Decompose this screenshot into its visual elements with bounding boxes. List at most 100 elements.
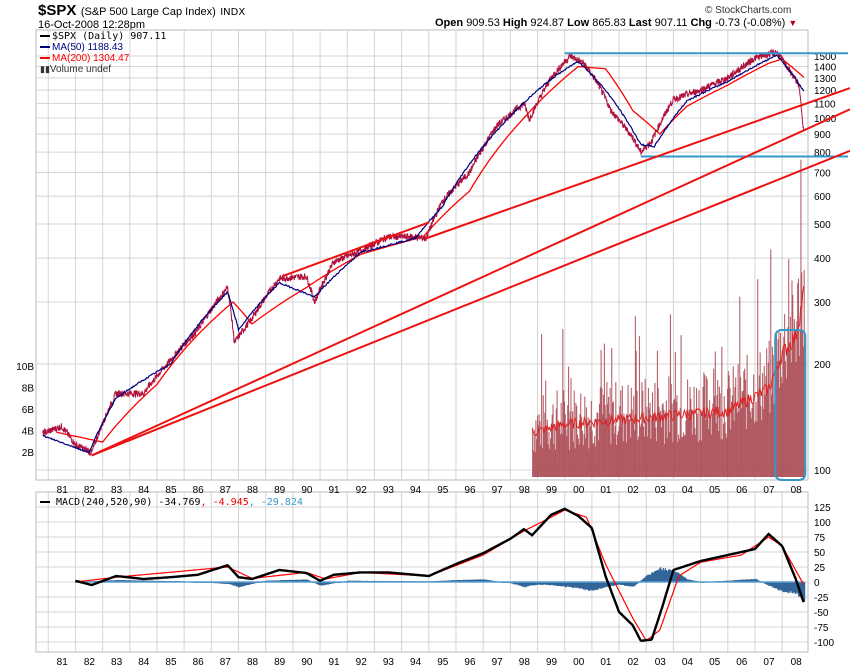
volume-bar xyxy=(712,403,714,477)
volume-bar xyxy=(666,437,668,477)
volume-bar xyxy=(675,401,677,477)
x-tick-label-macd: 94 xyxy=(410,657,422,668)
x-tick-label-price: 90 xyxy=(301,485,313,496)
volume-bar xyxy=(791,280,793,477)
y-tick-label-volume: 8B xyxy=(22,384,35,395)
volume-bar xyxy=(797,283,799,477)
volume-bar xyxy=(575,402,577,477)
volume-bar xyxy=(540,444,542,477)
legend-ma200: MA(200) 1304.47 xyxy=(40,53,166,64)
volume-bar xyxy=(584,396,586,477)
copyright[interactable]: © StockCharts.com xyxy=(705,5,792,16)
volume-bar xyxy=(802,329,804,477)
volume-bar xyxy=(723,396,725,477)
volume-bar xyxy=(586,422,588,477)
volume-bar xyxy=(700,410,702,477)
y-tick-label-macd: 75 xyxy=(814,533,826,544)
y-tick-label-price: 1100 xyxy=(814,99,836,110)
volume-bar xyxy=(641,382,643,477)
volume-bar xyxy=(661,404,663,477)
volume-bar xyxy=(599,387,601,477)
chg-label: Chg xyxy=(690,17,712,29)
volume-bar xyxy=(630,387,632,477)
volume-bar xyxy=(678,439,680,477)
volume-bar xyxy=(636,390,638,477)
volume-bar xyxy=(780,376,782,477)
volume-bar xyxy=(668,376,670,477)
volume-bar xyxy=(594,436,596,477)
volume-bar xyxy=(779,387,781,477)
x-tick-label-macd: 90 xyxy=(301,657,313,668)
volume-bar xyxy=(758,375,760,477)
volume-bar xyxy=(718,386,720,477)
y-tick-label-price: 200 xyxy=(814,360,831,371)
volume-bar xyxy=(672,442,674,477)
volume-bar xyxy=(570,378,572,477)
volume-bar xyxy=(617,431,619,477)
y-tick-label-price: 100 xyxy=(814,466,831,477)
volume-bar xyxy=(559,422,561,477)
volume-bar xyxy=(692,412,694,477)
y-tick-label-price: 800 xyxy=(814,148,831,159)
y-tick-label-macd: 100 xyxy=(814,518,831,529)
volume-bar xyxy=(660,427,663,477)
volume-bar xyxy=(577,438,579,477)
volume-bar xyxy=(720,439,722,477)
x-tick-label-price: 88 xyxy=(247,485,259,496)
volume-bar xyxy=(547,444,549,477)
volume-bar xyxy=(654,382,656,477)
volume-ma-line xyxy=(531,285,805,437)
y-tick-label-macd: -75 xyxy=(814,623,829,634)
volume-bar xyxy=(742,390,744,477)
volume-bar xyxy=(596,412,598,477)
volume-bar xyxy=(611,348,613,477)
legend-volume-text: Volume undef xyxy=(49,64,112,75)
volume-bar xyxy=(607,396,610,477)
x-tick-label-price: 07 xyxy=(763,485,775,496)
volume-bar xyxy=(642,390,644,477)
volume-bar xyxy=(683,434,685,477)
macd-legend: MACD(240,520,90) -34.769, -4.945, -29.82… xyxy=(40,497,303,508)
y-tick-label-macd: 0 xyxy=(814,578,820,589)
volume-bar xyxy=(730,429,732,477)
volume-bar xyxy=(792,294,794,477)
volume-bar xyxy=(662,403,664,477)
volume-bar xyxy=(624,419,626,477)
volume-bar xyxy=(794,334,796,477)
x-tick-label-price: 93 xyxy=(383,485,395,496)
legend-swatch-price xyxy=(40,35,50,37)
volume-bar xyxy=(765,376,767,477)
last-label: Last xyxy=(628,17,652,29)
volume-bar xyxy=(778,331,780,477)
volume-bar xyxy=(597,412,599,477)
x-tick-label-macd: 84 xyxy=(138,657,150,668)
volume-bar xyxy=(768,340,770,477)
volume-bar xyxy=(704,374,706,477)
volume-bar xyxy=(536,415,539,477)
legend-swatch-ma200 xyxy=(40,57,50,60)
volume-bar xyxy=(743,371,745,477)
macd-panel xyxy=(35,491,809,653)
volume-bar xyxy=(550,438,552,477)
volume-bar xyxy=(605,418,607,477)
low-value: 865.83 xyxy=(592,17,626,29)
volume-bar xyxy=(571,419,573,477)
volume-bar xyxy=(602,414,604,477)
legend-volume: ▮▮Volume undef xyxy=(40,64,166,75)
volume-bar xyxy=(629,437,632,477)
volume-bar xyxy=(757,394,760,477)
volume-bar xyxy=(691,409,693,477)
y-tick-label-macd: 50 xyxy=(814,548,826,559)
volume-bar xyxy=(677,442,679,477)
volume-bar xyxy=(797,278,800,477)
volume-bar xyxy=(707,413,709,477)
y-tick-label-price: 1400 xyxy=(814,63,837,74)
volume-bar xyxy=(544,412,546,477)
volume-bar xyxy=(603,394,605,477)
volume-bar xyxy=(679,408,681,477)
volume-bar xyxy=(687,379,689,477)
volume-bar xyxy=(788,259,790,477)
volume-bar xyxy=(790,362,792,477)
y-tick-label-macd: -100 xyxy=(814,638,834,649)
volume-bar xyxy=(607,403,609,477)
